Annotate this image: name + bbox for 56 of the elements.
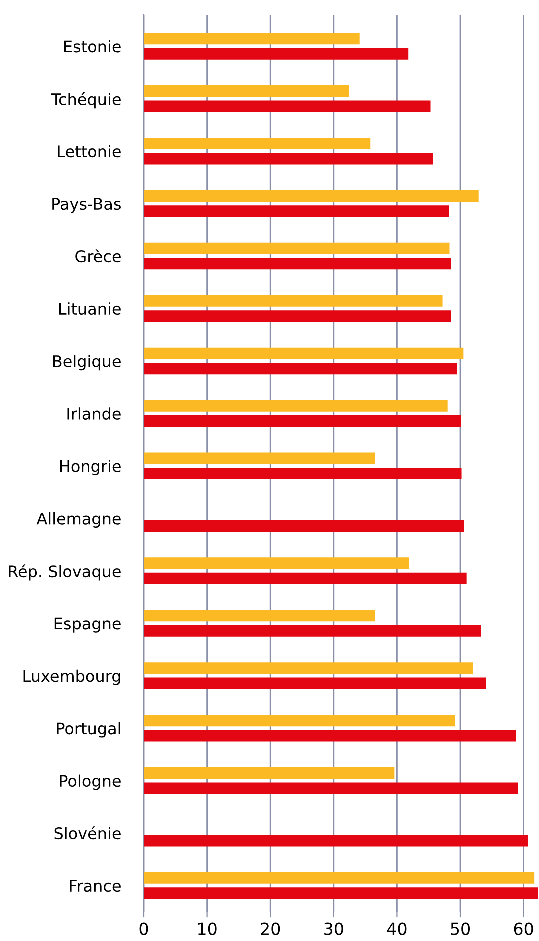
y-tick-label: Portugal [57,722,120,738]
bar [144,715,456,727]
bar [144,782,518,794]
bar [144,86,350,98]
y-tick-label: Rép. Slovaque [9,564,121,581]
bar [144,258,452,270]
x-tick-label: 30 [324,922,344,936]
bar [144,730,516,742]
bar [144,767,395,780]
bar [144,138,371,150]
bar [144,872,535,884]
bar [144,468,462,480]
y-tick-label: Belgique [53,355,121,371]
bar [144,363,458,375]
x-tick-label: 50 [451,922,470,936]
bar [144,400,448,412]
bar [144,242,450,254]
y-tick-label: Allemagne [36,512,121,528]
bar [144,572,467,584]
y-tick-label: Lettonie [58,145,121,158]
bar [144,452,376,464]
y-tick-label: Estonie [64,40,121,53]
x-tick-label: 20 [261,922,280,936]
bar [144,190,479,202]
bar [144,48,409,60]
y-tick-label: Grèce [76,250,121,263]
x-tick-label: 0 [140,922,148,936]
bar [144,610,376,622]
y-tick-label: Luxembourg [24,670,120,686]
y-tick-label: Pologne [60,774,121,790]
x-tick-label: 60 [514,922,534,936]
y-tick-label: Slovénie [54,826,121,840]
bar [144,348,464,360]
y-tick-label: Hongrie [60,460,121,476]
bar [144,558,410,570]
bar [144,206,450,218]
bar [144,678,486,690]
bar [144,295,443,307]
y-tick-label: Espagne [54,618,121,633]
y-tick-label: Pays-Bas [52,198,121,214]
x-tick-label: 40 [387,922,407,936]
bar [144,416,462,428]
bar [144,662,474,674]
y-tick-label: Lituanie [59,302,121,316]
y-tick-label: Irlande [68,408,121,420]
bar [144,33,360,45]
bar [144,310,452,322]
bar [144,625,482,637]
bar [144,520,464,532]
y-tick-label: Tchéquie [51,92,121,109]
x-tick-label: 10 [198,922,217,936]
bar [144,835,528,847]
bar [144,153,434,165]
y-tick-label: France [70,880,121,892]
bar [144,100,431,112]
bar [144,888,538,900]
